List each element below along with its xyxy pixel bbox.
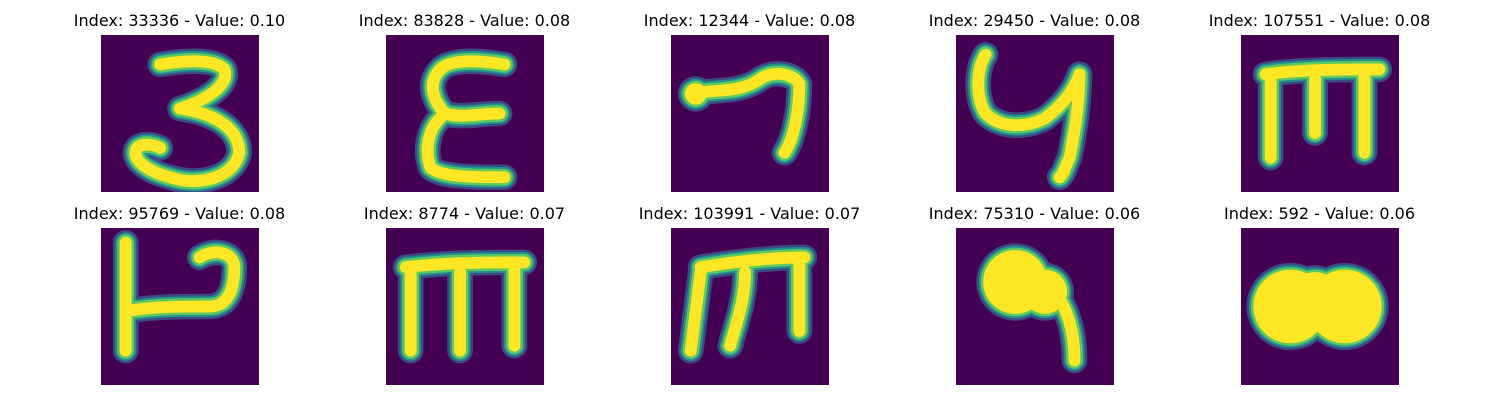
image-panel: Index: 107551 - Value: 0.08 (1177, 10, 1462, 195)
image-panel: Index: 33336 - Value: 0.10 (37, 10, 322, 195)
panel-title: Index: 83828 - Value: 0.08 (358, 11, 571, 30)
image-panel: Index: 95769 - Value: 0.08 (37, 203, 322, 388)
panel-title: Index: 29450 - Value: 0.08 (928, 11, 1141, 30)
glyph-blob (684, 83, 707, 105)
glyph-blob (1290, 272, 1340, 322)
glyph-image-q (956, 228, 1114, 385)
image-panel: Index: 103991 - Value: 0.07 (607, 203, 892, 388)
glyph-image-m (671, 228, 829, 385)
glyph-stroke (129, 55, 246, 187)
glyph-stroke (684, 67, 806, 159)
glyph-image-E (386, 35, 544, 192)
glyph-stroke (684, 251, 811, 357)
image-panel: Index: 29450 - Value: 0.08 (892, 10, 1177, 195)
panel-title: Index: 12344 - Value: 0.08 (643, 11, 856, 30)
glyph-image-m (1241, 35, 1399, 192)
panel-title: Index: 33336 - Value: 0.10 (73, 11, 286, 30)
glyph-image-3 (101, 35, 259, 192)
panel-title: Index: 75310 - Value: 0.06 (928, 204, 1141, 223)
panel-title: Index: 107551 - Value: 0.08 (1208, 11, 1431, 30)
glyph-stroke (421, 55, 511, 184)
image-panel: Index: 12344 - Value: 0.08 (607, 10, 892, 195)
glyph-image-oo (1241, 228, 1399, 385)
glyph-image-7 (671, 35, 829, 192)
glyph-image-h (101, 228, 259, 385)
panel-title: Index: 592 - Value: 0.06 (1223, 204, 1416, 223)
glyph-stroke (1259, 63, 1386, 164)
glyph-stroke (119, 236, 241, 357)
image-panel: Index: 83828 - Value: 0.08 (322, 10, 607, 195)
image-panel: Index: 8774 - Value: 0.07 (322, 203, 607, 388)
panel-title: Index: 8774 - Value: 0.07 (363, 204, 566, 223)
image-panel: Index: 592 - Value: 0.06 (1177, 203, 1462, 388)
glyph-blob (1022, 269, 1068, 314)
glyph-stroke (399, 256, 531, 357)
panel-title: Index: 95769 - Value: 0.08 (73, 204, 286, 223)
glyph-image-y (956, 35, 1114, 192)
panel-title: Index: 103991 - Value: 0.07 (638, 204, 861, 223)
glyph-image-m (386, 228, 544, 385)
image-panel: Index: 75310 - Value: 0.06 (892, 203, 1177, 388)
glyph-stroke (972, 48, 1086, 184)
